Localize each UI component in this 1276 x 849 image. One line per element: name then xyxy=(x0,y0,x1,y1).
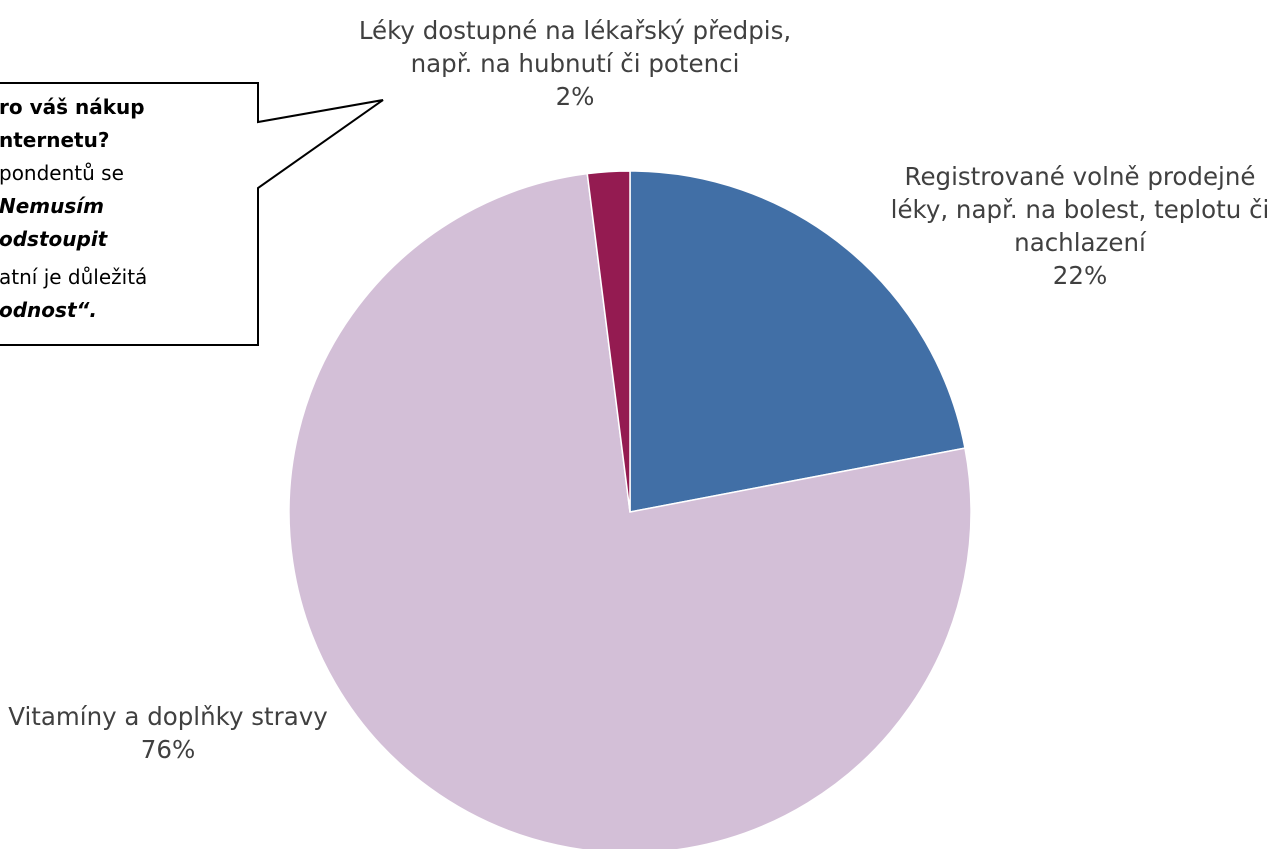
category-name: Registrované volně prodejné léky, např. … xyxy=(890,162,1270,257)
category-name: Léky dostupné na lékařský předpis, např.… xyxy=(358,16,792,78)
callout-line: atní je důležitá xyxy=(0,265,148,289)
slice-label: Léky dostupné na lékařský předpis, např.… xyxy=(355,14,795,113)
pie-slice xyxy=(629,170,966,513)
value-label: 2% xyxy=(555,82,595,111)
callout-line: Nemusím xyxy=(0,194,104,218)
callout-line: odstoupit xyxy=(0,227,108,251)
value-label: 22% xyxy=(1052,261,1108,290)
value-label: 76% xyxy=(140,735,196,764)
callout-line: odnost“. xyxy=(0,298,97,322)
callout-line: pondentů se xyxy=(0,161,124,185)
category-name: Vitamíny a doplňky stravy xyxy=(8,702,328,731)
callout-line: nternetu? xyxy=(0,128,110,152)
slice-label: Vitamíny a doplňky stravy 76% xyxy=(0,700,336,766)
slice-label: Registrované volně prodejné léky, např. … xyxy=(880,160,1276,292)
callout-line: ro váš nákup xyxy=(0,95,145,119)
callout-box xyxy=(0,82,384,346)
pie-slice xyxy=(586,170,631,513)
pie-slice xyxy=(288,172,972,849)
pie xyxy=(288,170,972,849)
